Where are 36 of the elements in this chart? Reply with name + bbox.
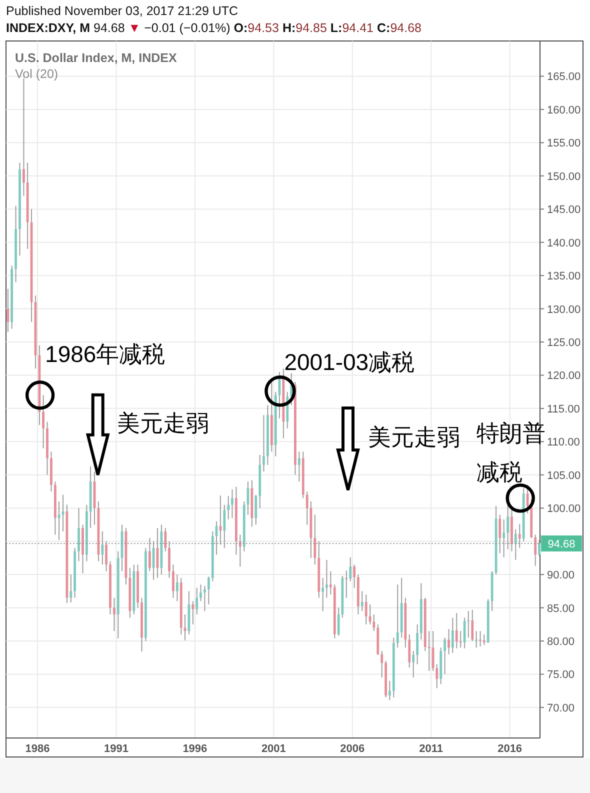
ref-line-label: 94.68 — [548, 538, 576, 550]
x-tick-label: 1996 — [182, 743, 208, 755]
y-tick-label: 110.00 — [547, 436, 580, 449]
y-tick-label: 160.00 — [547, 104, 581, 116]
x-tick-label: 1986 — [25, 743, 50, 755]
y-tick-label: 85.00 — [547, 602, 575, 615]
annotation: 1986年减税 — [45, 341, 166, 368]
y-tick-label: 140.00 — [547, 237, 581, 250]
x-tick-label: 2016 — [498, 743, 522, 755]
y-tick-label: 125.00 — [547, 336, 581, 349]
text: U.S. Dollar Index, M, INDEX — [15, 51, 178, 65]
y-tick-label: 100.00 — [547, 503, 581, 516]
annotation: Vol (20) — [15, 67, 58, 81]
text: Published November 03, 2017 21:29 UTC — [6, 4, 238, 18]
y-tick-label: 145.00 — [547, 204, 581, 216]
y-tick-label: 70.00 — [547, 702, 575, 714]
y-tick-label: 75.00 — [547, 669, 575, 682]
x-tick-label: 2011 — [419, 743, 444, 755]
y-tick-label: 135.00 — [547, 270, 581, 283]
y-tick-label: 150.00 — [547, 170, 581, 183]
y-tick-label: 80.00 — [547, 636, 575, 648]
annotation: 美元走弱 — [116, 410, 209, 436]
chart-title: INDEX:DXY, M 94.68 ▼ −0.01 (−0.01%) O:94.53 H:94.85 L:94.41 C:94.68 — [6, 21, 422, 35]
x-tick-label: 2006 — [340, 743, 365, 755]
y-tick-label: 130.00 — [547, 304, 581, 316]
y-tick-label: 165.00 — [547, 71, 581, 84]
annotation: 美元走弱 — [368, 424, 460, 450]
y-tick-label: 155.00 — [547, 138, 581, 150]
y-tick-label: 120.00 — [547, 370, 581, 382]
y-tick-label: 90.00 — [547, 570, 575, 582]
annotation: 2001-03减税 — [284, 349, 415, 376]
x-tick-label: 2001 — [261, 743, 286, 755]
y-tick-label: 115.00 — [547, 403, 580, 416]
y-tick-label: 105.00 — [547, 470, 581, 482]
x-tick-label: 1991 — [104, 743, 128, 755]
price-label: 94.68 — [541, 535, 582, 552]
